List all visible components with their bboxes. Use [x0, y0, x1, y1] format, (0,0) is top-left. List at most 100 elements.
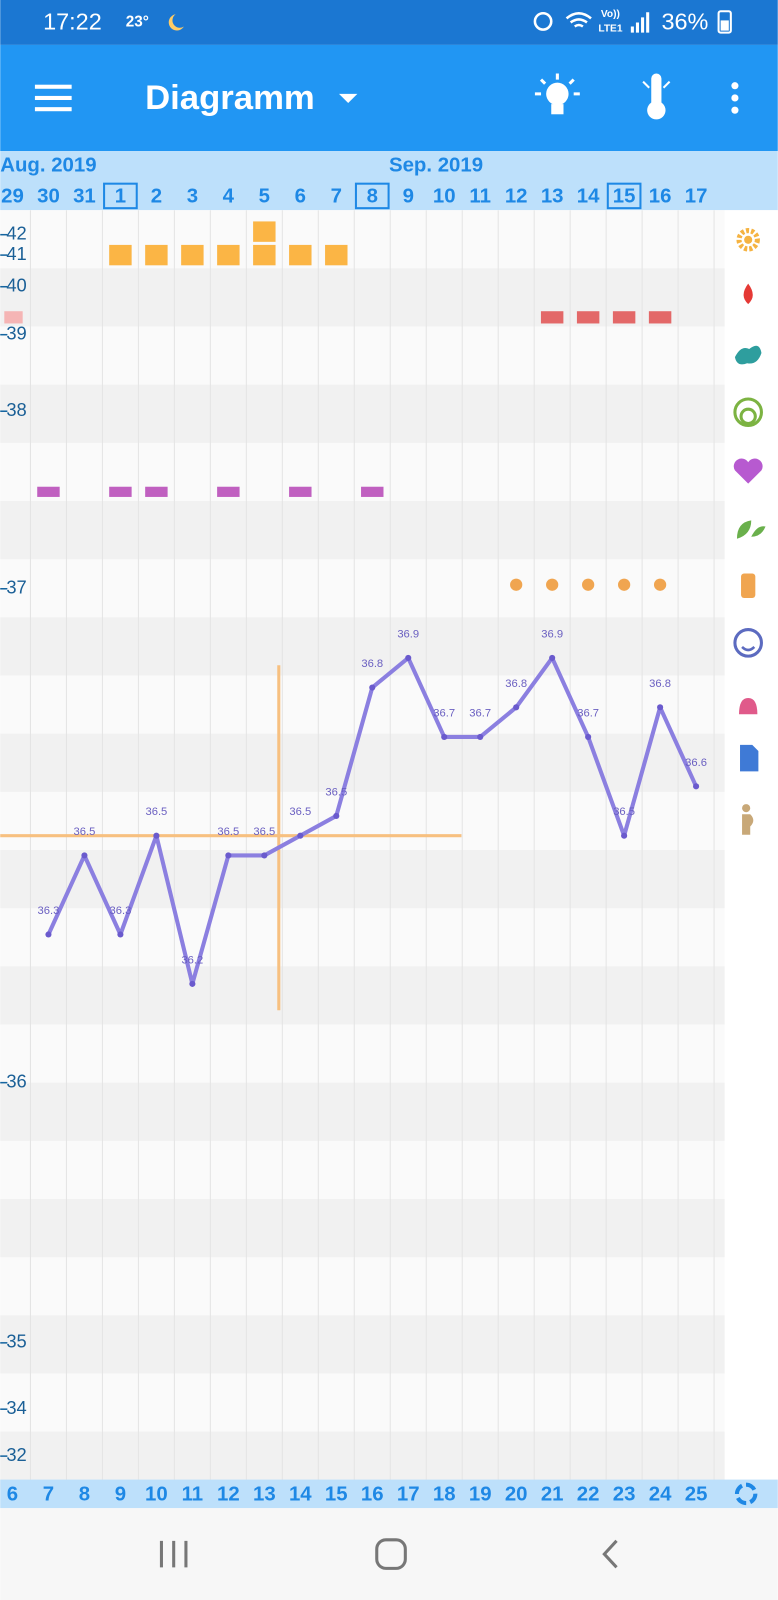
medicine-marker [582, 578, 595, 591]
menu-button[interactable] [34, 84, 72, 112]
week-start-box [354, 182, 390, 210]
cervix-icon[interactable] [733, 397, 763, 428]
thermometer-stem [651, 73, 662, 109]
bleeding-marker [612, 311, 636, 324]
mood-icon[interactable] [733, 628, 763, 658]
app-bar [0, 44, 778, 152]
period-icon[interactable] [736, 228, 760, 252]
x-tick-label: 15 [325, 1483, 348, 1505]
period-marker [253, 244, 276, 266]
x-tick-label: 8 [79, 1483, 90, 1505]
overflow-menu[interactable] [731, 82, 739, 114]
temperature-point [81, 852, 88, 859]
thermometer-button[interactable] [642, 73, 671, 120]
temperature-point [45, 931, 52, 938]
love-icon[interactable] [733, 458, 763, 484]
x-tick-label: 21 [541, 1483, 564, 1505]
bulb-button[interactable] [534, 73, 580, 115]
temperature-label: 36.8 [361, 658, 383, 670]
pregnancy-icon[interactable] [742, 804, 751, 813]
temperature-point [621, 832, 628, 839]
temperature-label: 36.5 [145, 806, 167, 818]
x-tick-label: 10 [145, 1483, 168, 1505]
row-stripe [0, 268, 725, 327]
temperature-label: 36.3 [109, 905, 131, 917]
period-marker [109, 244, 132, 266]
row-stripe [0, 733, 725, 792]
period-marker [217, 244, 240, 266]
home-button[interactable] [375, 1538, 407, 1570]
love-marker [289, 486, 312, 497]
temperature-label: 36.5 [74, 826, 96, 838]
row-stripe [0, 850, 725, 909]
love-marker [217, 486, 240, 497]
signal-icon [630, 12, 650, 33]
date-label: 4 [223, 185, 235, 207]
week-start-box [606, 182, 642, 210]
love-marker [37, 486, 60, 497]
temperature-label: 36.9 [541, 628, 563, 640]
date-label: 14 [577, 185, 600, 207]
alarm-icon [533, 11, 553, 31]
sidebar-icons [733, 228, 766, 835]
app-title[interactable]: Diagramm [145, 79, 315, 117]
wifi-icon [565, 11, 592, 28]
row-stripe [0, 501, 725, 560]
cycle-icon[interactable] [734, 1482, 758, 1506]
love-marker [145, 486, 168, 497]
date-label: 15 [613, 185, 636, 207]
back-button[interactable] [602, 1539, 618, 1569]
temperature-label: 36.5 [613, 806, 635, 818]
recent-apps-button[interactable] [159, 1540, 188, 1568]
temperature-point [657, 704, 664, 711]
x-tick-label: 11 [182, 1483, 204, 1505]
y-tick-label: 38 [6, 399, 26, 420]
battery-level: 36% [661, 9, 708, 35]
x-tick-label: 23 [613, 1483, 636, 1505]
symptom-icon[interactable] [739, 697, 758, 715]
bulb-base [551, 104, 564, 115]
temperature-label: 36.7 [577, 707, 599, 719]
y-tick-label: 36 [6, 1070, 26, 1091]
medicine-marker [510, 578, 523, 591]
row-stripe [0, 617, 725, 676]
date-label: 2 [151, 185, 162, 207]
date-label: 13 [541, 185, 564, 207]
medicine-marker [653, 578, 667, 591]
date-label: 11 [469, 185, 491, 207]
bleeding-marker [648, 311, 672, 324]
date-label: 7 [331, 185, 342, 207]
thermometer-bulb [647, 101, 666, 120]
title-dropdown[interactable] [339, 93, 358, 104]
temperature-point [333, 812, 340, 820]
row-stripe [0, 384, 725, 443]
x-tick-label: 7 [43, 1483, 54, 1505]
mucus-icon[interactable] [734, 345, 762, 365]
status-time: 17:22 [43, 9, 102, 35]
y-tick-label: 34 [6, 1397, 26, 1418]
y-tick-label: 39 [6, 323, 26, 344]
temperature-label: 36.8 [649, 678, 671, 690]
date-label: 6 [295, 185, 306, 207]
medicine-icon[interactable] [741, 573, 756, 598]
leaf-icon[interactable] [736, 520, 766, 539]
bulb-rays [534, 73, 580, 96]
notes-icon[interactable] [740, 744, 759, 772]
battery-fill [720, 20, 729, 31]
temperature-point [693, 783, 700, 790]
row-stripe [0, 1082, 725, 1141]
y-tick-label: 32 [6, 1444, 26, 1465]
volte-label: Vo)) [601, 9, 620, 20]
bleeding-icon[interactable] [743, 283, 753, 305]
temperature-label: 36.5 [289, 806, 311, 818]
temperature-point [369, 684, 376, 691]
temperature-label: 36.7 [469, 707, 491, 719]
x-tick-label: 25 [685, 1483, 708, 1505]
x-tick-label: 12 [217, 1483, 240, 1505]
cervix-icon-inner [739, 407, 757, 425]
temperature-point [585, 733, 592, 740]
x-tick-label: 22 [577, 1483, 600, 1505]
love-marker [109, 486, 132, 497]
